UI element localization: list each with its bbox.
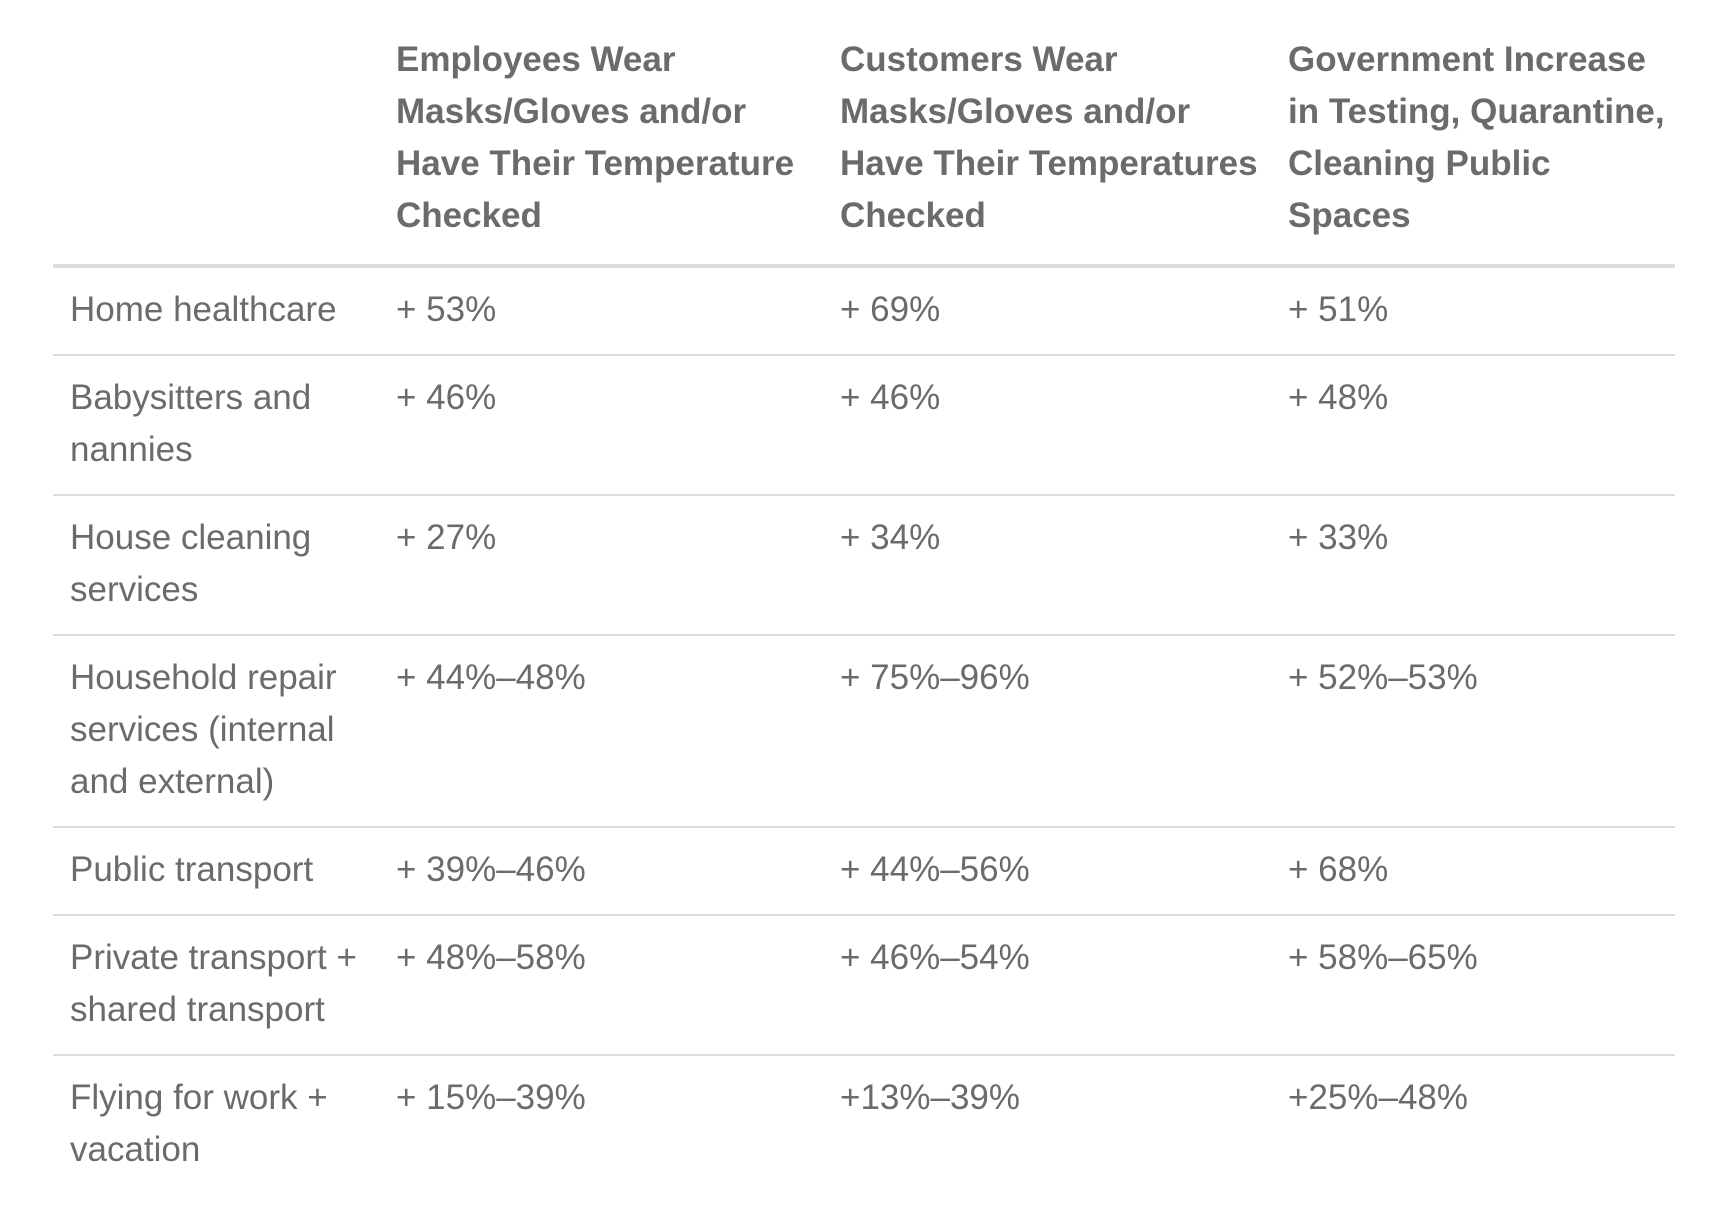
header-government: Government Increase in Testing, Quaranti… bbox=[1271, 24, 1675, 268]
row-category: Babysitters and nannies bbox=[53, 355, 379, 496]
table-body: Home healthcare + 53% + 69% + 51% Babysi… bbox=[53, 266, 1675, 1194]
cell-government: + 51% bbox=[1271, 266, 1675, 356]
row-category: Home healthcare bbox=[53, 266, 379, 356]
cell-government: + 33% bbox=[1271, 495, 1675, 636]
row-category: Private transport + shared transport bbox=[53, 915, 379, 1056]
header-blank bbox=[53, 24, 379, 268]
table-row: Babysitters and nannies + 46% + 46% + 48… bbox=[53, 355, 1675, 496]
table-row: Flying for work + vacation + 15%–39% +13… bbox=[53, 1055, 1675, 1194]
table-row: House cleaning services + 27% + 34% + 33… bbox=[53, 495, 1675, 636]
cell-customers: + 46% bbox=[823, 355, 1271, 496]
header-customers: Customers Wear Masks/Gloves and/or Have … bbox=[823, 24, 1271, 268]
cell-customers: + 75%–96% bbox=[823, 635, 1271, 828]
cell-customers: + 69% bbox=[823, 266, 1271, 356]
cell-customers: + 34% bbox=[823, 495, 1271, 636]
cell-employees: + 39%–46% bbox=[379, 827, 823, 916]
cell-customers: + 44%–56% bbox=[823, 827, 1271, 916]
cell-customers: +13%–39% bbox=[840, 1078, 1021, 1117]
cell-government: + 52%–53% bbox=[1271, 635, 1675, 828]
cell-employees: + 27% bbox=[379, 495, 823, 636]
data-table-container: Employees Wear Masks/Gloves and/or Have … bbox=[53, 24, 1675, 1194]
data-table: Employees Wear Masks/Gloves and/or Have … bbox=[53, 24, 1675, 1194]
cell-employees: + 44%–48% bbox=[379, 635, 823, 828]
cell-government: +25%–48% bbox=[1288, 1078, 1469, 1117]
row-category: House cleaning services bbox=[53, 495, 379, 636]
cell-government: + 68% bbox=[1271, 827, 1675, 916]
cell-employees: + 48%–58% bbox=[379, 915, 823, 1056]
table-row: Home healthcare + 53% + 69% + 51% bbox=[53, 266, 1675, 356]
table-row: Public transport + 39%–46% + 44%–56% + 6… bbox=[53, 827, 1675, 916]
row-category: Public transport bbox=[53, 827, 379, 916]
row-category: Household repair services (internal and … bbox=[53, 635, 379, 828]
cell-government: + 58%–65% bbox=[1271, 915, 1675, 1056]
cell-employees: + 53% bbox=[379, 266, 823, 356]
cell-customers: + 46%–54% bbox=[823, 915, 1271, 1056]
table-row: Household repair services (internal and … bbox=[53, 635, 1675, 828]
header-employees: Employees Wear Masks/Gloves and/or Have … bbox=[379, 24, 823, 268]
cell-employees: + 15%–39% bbox=[396, 1078, 586, 1117]
cell-government: + 48% bbox=[1271, 355, 1675, 496]
table-header: Employees Wear Masks/Gloves and/or Have … bbox=[53, 24, 1675, 268]
cell-employees: + 46% bbox=[379, 355, 823, 496]
row-category: Flying for work + vacation bbox=[70, 1078, 328, 1169]
table-row: Private transport + shared transport + 4… bbox=[53, 915, 1675, 1056]
header-row: Employees Wear Masks/Gloves and/or Have … bbox=[53, 24, 1675, 268]
